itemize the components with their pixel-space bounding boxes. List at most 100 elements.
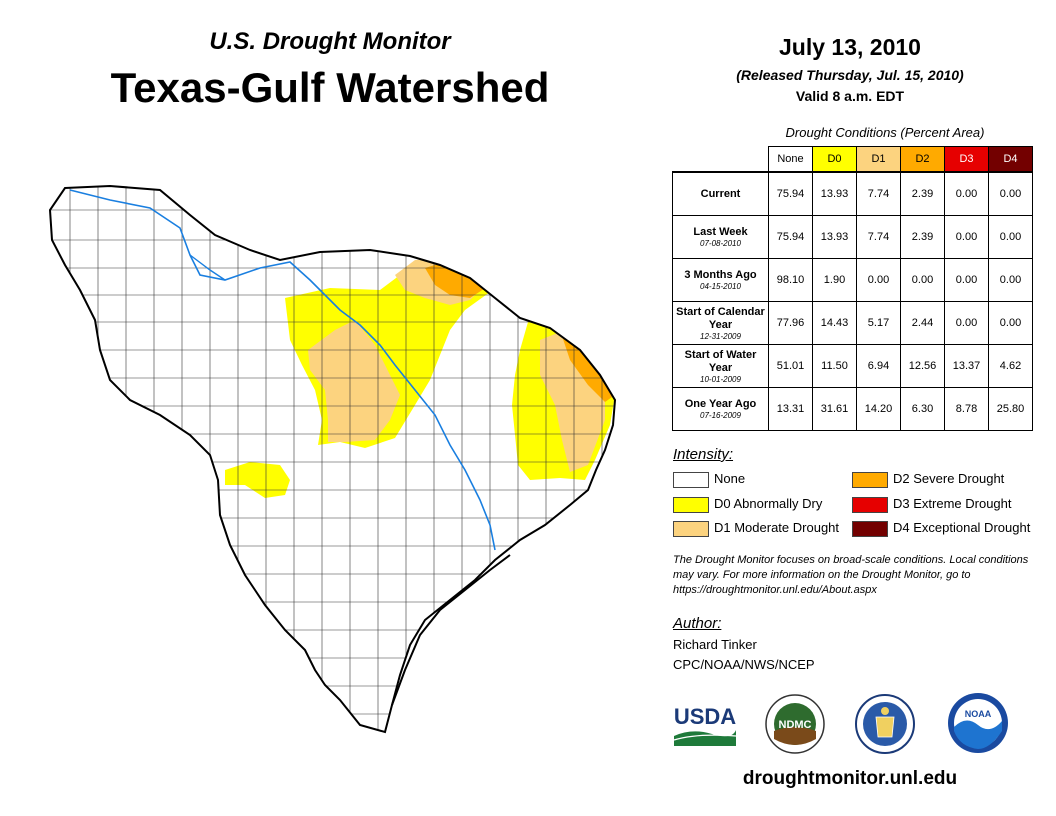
table-cell: 7.74 <box>856 171 901 216</box>
legend-item-d3: D3 Extreme Drought <box>852 496 1012 513</box>
table-cell: 0.00 <box>856 258 901 302</box>
table-row-last-week: Last Week 07-08-2010 75.94 13.93 7.74 2.3… <box>672 215 1033 259</box>
ndmc-logo-text: NDMC <box>779 719 812 731</box>
table-cell: 75.94 <box>768 215 813 259</box>
legend-heading: Intensity: <box>673 446 734 463</box>
table-cell: 0.00 <box>988 171 1033 216</box>
row-label-text: Start of Calendar Year <box>676 305 765 331</box>
table-row-3-months-ago: 3 Months Ago 04-15-2010 98.10 1.90 0.00 0… <box>672 258 1033 302</box>
watershed-map <box>48 184 617 734</box>
column-header-d0: D0 <box>812 146 857 173</box>
table-cell: 25.80 <box>988 387 1033 431</box>
column-header-d4: D4 <box>988 146 1033 173</box>
row-date: 07-16-2009 <box>700 411 741 420</box>
table-cell: 5.17 <box>856 301 901 345</box>
table-row-one-year-ago: One Year Ago 07-16-2009 13.31 31.61 14.20… <box>672 387 1033 431</box>
d0-region-southwest <box>225 462 290 498</box>
row-label-text: Start of Water Year <box>684 348 757 374</box>
table-cell: 0.00 <box>900 258 945 302</box>
map-title: Texas-Gulf Watershed <box>110 64 550 111</box>
noaa-logo: NOAA <box>948 693 1008 753</box>
row-date: 07-08-2010 <box>700 239 741 248</box>
drought-conditions-table: None D0 D1 D2 D3 D4 Current 75.94 13.93 … <box>672 146 1033 431</box>
river-brazos <box>69 189 496 551</box>
table-cell: 13.93 <box>812 215 857 259</box>
table-cell: 6.30 <box>900 387 945 431</box>
table-cell: 13.93 <box>812 171 857 216</box>
table-cell: 11.50 <box>812 344 857 388</box>
table-cell: 98.10 <box>768 258 813 302</box>
row-label-text: 3 Months Ago <box>684 269 757 281</box>
map-subtitle: U.S. Drought Monitor <box>209 28 451 55</box>
row-label: Start of Water Year 10-01-2009 <box>672 344 769 388</box>
table-cell: 13.37 <box>944 344 989 388</box>
row-label: Last Week 07-08-2010 <box>672 215 769 259</box>
ndmc-logo: NDMC <box>765 694 825 754</box>
table-cell: 51.01 <box>768 344 813 388</box>
legend-item-d0: D0 Abnormally Dry <box>673 496 822 513</box>
row-label-text: Current <box>700 187 741 200</box>
website-url: droughtmonitor.unl.edu <box>742 768 958 789</box>
column-header-d2: D2 <box>900 146 945 173</box>
row-date: 12-31-2009 <box>700 331 741 341</box>
table-header-row: None D0 D1 D2 D3 D4 <box>673 146 1033 173</box>
table-cell: 6.94 <box>856 344 901 388</box>
table-cell: 14.20 <box>856 387 901 431</box>
column-header-d3: D3 <box>944 146 989 173</box>
legend-item-d2: D2 Severe Drought <box>852 471 1005 488</box>
legend-swatch <box>673 520 709 537</box>
legend-label: None <box>714 471 746 486</box>
table-cell: 0.00 <box>988 215 1033 259</box>
table-cell: 2.39 <box>900 215 945 259</box>
table-cell: 8.78 <box>944 387 989 431</box>
table-cell: 13.31 <box>768 387 813 431</box>
table-cell: 1.90 <box>812 258 857 302</box>
table-cell: 75.94 <box>768 171 813 216</box>
table-row-start-of-water-year: Start of Water Year 10-01-2009 51.01 11.5… <box>672 344 1033 388</box>
legend-label: D4 Exceptional Drought <box>893 520 1031 535</box>
table-cell: 7.74 <box>856 215 901 259</box>
legend-label: D1 Moderate Drought <box>714 520 840 535</box>
row-label: One Year Ago 07-16-2009 <box>672 387 769 431</box>
table-cell: 0.00 <box>944 171 989 216</box>
author-name: Richard Tinker <box>673 637 757 652</box>
column-header-d1: D1 <box>856 146 901 173</box>
row-label: 3 Months Ago 04-15-2010 <box>672 258 769 302</box>
table-row-current: Current 75.94 13.93 7.74 2.39 0.00 0.00 <box>672 171 1033 216</box>
column-header-none: None <box>768 146 813 173</box>
d1-region-central <box>308 320 400 442</box>
table-cell: 0.00 <box>988 258 1033 302</box>
legend-swatch <box>673 496 709 513</box>
row-label-text: Last Week <box>693 226 748 238</box>
table-row-start-of-calendar-year: Start of Calendar Year 12-31-2009 77.96 1… <box>672 301 1033 345</box>
d2-region-northeast <box>425 262 490 298</box>
table-cell: 14.43 <box>812 301 857 345</box>
release-date: (Released Thursday, Jul. 15, 2010) <box>736 67 964 83</box>
usda-logo-text: USDA <box>674 704 736 729</box>
table-cell: 12.56 <box>900 344 945 388</box>
row-label: Current <box>672 171 769 216</box>
map-date: July 13, 2010 <box>779 34 921 60</box>
table-corner <box>673 147 769 173</box>
author-org: CPC/NOAA/NWS/NCEP <box>673 657 815 672</box>
noaa-logo-text: NOAA <box>965 709 992 719</box>
row-label: Start of Calendar Year 12-31-2009 <box>672 301 769 345</box>
table-cell: 0.00 <box>944 258 989 302</box>
table-caption: Drought Conditions (Percent Area) <box>785 125 985 140</box>
table-cell: 4.62 <box>988 344 1033 388</box>
table-cell: 2.39 <box>900 171 945 216</box>
legend-swatch <box>852 471 888 488</box>
table-cell: 77.96 <box>768 301 813 345</box>
table-cell: 31.61 <box>812 387 857 431</box>
legend-item-d4: D4 Exceptional Drought <box>852 520 1031 537</box>
row-date: 10-01-2009 <box>700 374 741 384</box>
legend-swatch <box>852 520 888 537</box>
table-cell: 0.00 <box>944 301 989 345</box>
watershed-boundary <box>48 184 617 734</box>
table-cell: 0.00 <box>988 301 1033 345</box>
commerce-seal-logo <box>855 694 915 754</box>
table-cell: 0.00 <box>944 215 989 259</box>
author-heading: Author: <box>673 615 722 632</box>
legend-label: D2 Severe Drought <box>893 471 1005 486</box>
legend-swatch <box>852 496 888 513</box>
